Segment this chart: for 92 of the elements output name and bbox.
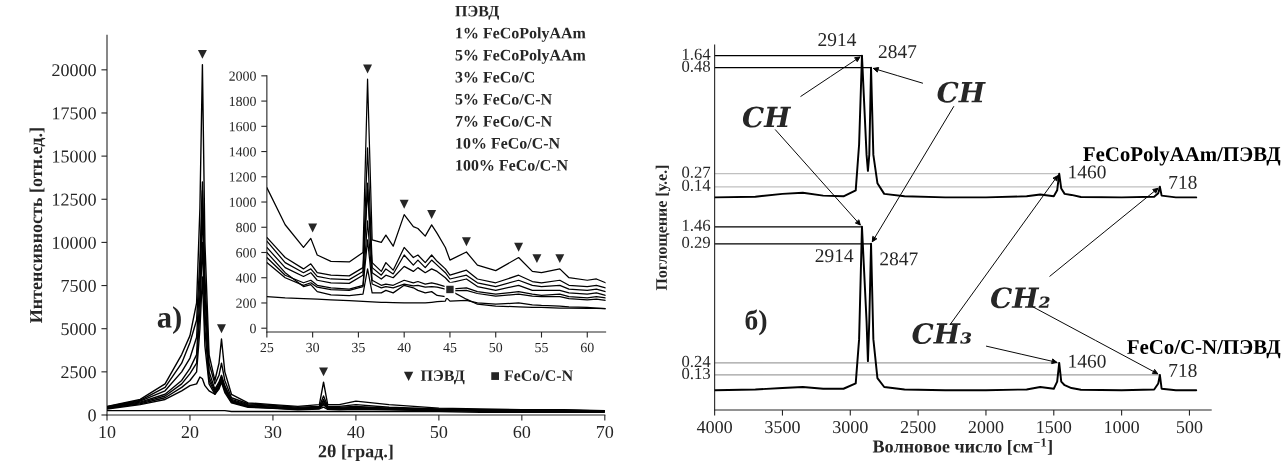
annotation: ▼ <box>399 199 409 209</box>
x-tick-label: 3500 <box>765 420 800 434</box>
annotation: ■ FeCo/C-N <box>491 370 573 382</box>
y-tick-label: 1800 <box>229 96 256 107</box>
x-tick-label: 35 <box>352 342 365 353</box>
annotation: 1460 <box>1069 165 1106 179</box>
annotation: ▼ ПЭВД <box>403 370 465 385</box>
x-tick-label: 70 <box>596 425 614 439</box>
y-tick-label: 1600 <box>229 121 256 132</box>
x-tick-label: 50 <box>489 342 503 353</box>
annotation: 10% FeCo/C-N <box>456 137 560 149</box>
annotation: ▼ <box>555 254 565 264</box>
annotation: ▼ <box>532 254 542 264</box>
series-label: FeCo/C-N/ПЭВД <box>1127 340 1281 359</box>
y-tick-label: 2500 <box>61 366 96 379</box>
x-tick-label: 500 <box>1176 420 1203 434</box>
y-tick-label: 17500 <box>53 107 96 120</box>
annotation: ▼ <box>308 223 318 233</box>
annotation: ▼ <box>514 242 524 252</box>
annotation: ▼ <box>461 237 471 247</box>
x-tick-label: 30 <box>264 425 282 439</box>
x-tick-label: 60 <box>580 342 594 353</box>
series-label: FeCoPolyAAm/ПЭВД <box>1083 146 1281 166</box>
x-tick-label: 1500 <box>1037 420 1072 434</box>
x-tick-label: 2500 <box>900 420 936 434</box>
annotation: 1460 <box>1069 354 1106 368</box>
y-axis-title: Поглощение [у.е.] <box>655 165 671 291</box>
x-tick-label: 20 <box>181 425 199 439</box>
annotation: 2847 <box>880 252 918 266</box>
text: 0.13 <box>682 367 711 380</box>
annotation: б) <box>745 309 767 336</box>
y-tick-label: 1400 <box>229 147 256 157</box>
annotation: ▼ <box>217 324 226 334</box>
y-tick-label: 15000 <box>53 150 96 163</box>
x-tick-label: 50 <box>430 425 448 439</box>
y-tick-label: 800 <box>236 222 256 233</box>
annotation: 5% FeCo/C-N <box>455 93 552 105</box>
annotation: 3% FeCo/C <box>455 71 535 83</box>
annotation: 2914 <box>818 33 857 47</box>
text: 0.48 <box>682 60 711 72</box>
x-axis-title: Волновое число [см$^{−1}$] <box>872 438 1052 455</box>
x-tick-label: 1000 <box>1105 420 1139 434</box>
x-tick-label: 55 <box>535 342 548 353</box>
annotation: CH₃ <box>912 323 972 345</box>
y-tick-label: 1000 <box>229 197 256 207</box>
annotation: ▼ <box>363 64 373 74</box>
annotation: 2847 <box>878 45 917 59</box>
y-tick-label: 1200 <box>229 172 256 182</box>
x-axis-title: 2θ [град.] <box>318 444 393 462</box>
y-tick-label: 12500 <box>53 193 96 206</box>
annotation: 718 <box>1169 175 1197 189</box>
annotation: 100% FeCo/C-N <box>456 159 568 171</box>
y-tick-label: 200 <box>236 298 256 308</box>
x-tick-label: 45 <box>443 342 457 353</box>
annotation: 5% FeCoPolyAAm <box>455 49 586 64</box>
annotation: CH <box>937 81 986 103</box>
x-tick-label: 40 <box>397 342 411 353</box>
annotation: 1% FeCoPolyAAm <box>456 27 586 42</box>
text: 1.64 <box>682 48 711 60</box>
annotation: 718 <box>1169 363 1197 378</box>
text: 0.24 <box>682 355 711 368</box>
text: 1.46 <box>682 219 711 232</box>
y-axis-title: Интенсивность [отн.ед.] <box>29 128 46 323</box>
annotation: ▼ <box>197 49 207 59</box>
text: 0.27 <box>682 166 711 178</box>
annotation: ▼ <box>319 367 329 377</box>
text: ПЭВД <box>455 5 500 20</box>
x-tick-label: 3000 <box>833 420 868 434</box>
x-tick-label: 30 <box>306 342 320 353</box>
y-tick-label: 20000 <box>52 64 96 77</box>
y-tick-label: 600 <box>236 248 256 258</box>
annotation: ▼ <box>427 210 437 220</box>
x-tick-label: 10 <box>99 425 116 439</box>
annotation: CH₂ <box>991 287 1050 309</box>
y-tick-label: 10000 <box>53 236 96 249</box>
text: 0.29 <box>682 236 710 249</box>
text: 0.14 <box>682 179 711 192</box>
x-tick-label: 60 <box>513 425 531 439</box>
x-tick-label: 40 <box>347 425 365 439</box>
y-tick-label: 400 <box>235 273 256 283</box>
y-tick-label: 2000 <box>229 71 256 81</box>
annotation: а) <box>157 306 181 334</box>
annotation: 7% FeCo/C-N <box>455 115 552 127</box>
x-tick-label: 2000 <box>968 420 1004 434</box>
annotation: CH <box>742 106 792 128</box>
y-tick-label: 0 <box>250 323 256 334</box>
x-tick-label: 4000 <box>696 420 732 434</box>
x-tick-label: 25 <box>260 342 274 353</box>
annotation: 2914 <box>815 249 854 263</box>
y-tick-label: 7500 <box>61 279 96 292</box>
y-tick-label: 0 <box>88 409 96 422</box>
y-tick-label: 5000 <box>61 322 96 336</box>
